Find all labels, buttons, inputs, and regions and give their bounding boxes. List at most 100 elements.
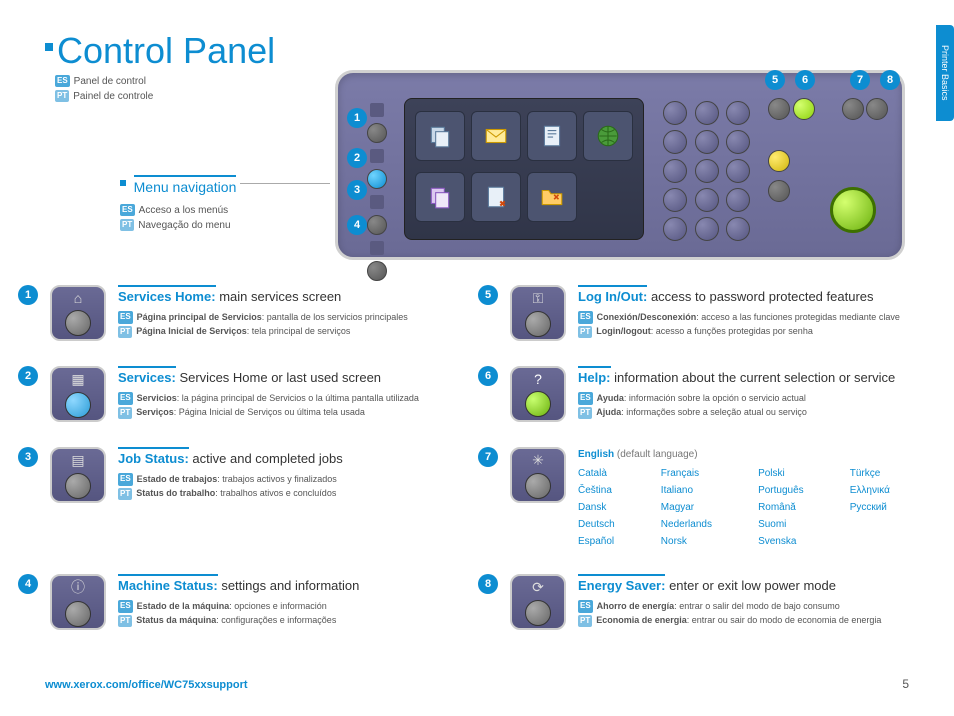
feature-3: 3 ▤ Job Status: active and completed job…	[18, 447, 478, 549]
keypad-key	[695, 159, 719, 183]
trans-es-bold: Estado de trabajos	[137, 474, 218, 484]
feature-translations: ESConexión/Desconexión: acceso a las fun…	[578, 310, 918, 339]
es-tag-icon: ES	[118, 311, 133, 324]
feature-translations: ESAyuda: información sobre la opción o s…	[578, 391, 918, 420]
trans-pt: : configurações e informações	[216, 615, 336, 625]
page-title: Control Panel	[45, 30, 275, 72]
trans-es-bold: Página principal de Servicios	[137, 312, 262, 322]
trans-pt: : entrar ou sair do modo de economia de …	[687, 615, 882, 625]
pt-tag-icon: PT	[578, 326, 592, 339]
trans-pt: : Página Inicial de Serviços ou última t…	[174, 407, 365, 417]
services-icon: ▦	[71, 371, 84, 388]
keypad-key	[695, 217, 719, 241]
keypad-key	[726, 217, 750, 241]
login-button-icon: ⚿	[510, 285, 566, 341]
feature-7: 7 ✳ English (default language) CatalàFra…	[478, 447, 938, 549]
globe-icon: ✳	[532, 452, 544, 469]
lang-item: Español	[578, 534, 643, 549]
keypad-key	[726, 159, 750, 183]
lang-item: Čeština	[578, 483, 643, 498]
keypad-key	[663, 188, 687, 212]
trans-es: : opciones e información	[229, 601, 327, 611]
energysaver-button-icon: ⟳	[510, 574, 566, 630]
lang-note: (default language)	[617, 449, 698, 460]
feature-4: 4 ⓘ Machine Status: settings and informa…	[18, 574, 478, 630]
feature-title: Machine Status: settings and information	[118, 574, 458, 593]
screen-internet-icon	[583, 111, 633, 161]
feature-desc: enter or exit low power mode	[669, 578, 836, 593]
pt-tag-icon: PT	[578, 407, 592, 420]
question-icon: ?	[534, 371, 542, 387]
feature-5: 5 ⚿ Log In/Out: access to password prote…	[478, 285, 938, 341]
trans-es: : trabajos activos y finalizados	[217, 474, 337, 484]
feature-translations: ES Estado de trabajos: trabajos activos y…	[118, 472, 458, 501]
feature-title-hl: Log In/Out:	[578, 285, 647, 304]
services-button-icon: ▦	[50, 366, 106, 422]
feature-desc: information about the current selection …	[614, 370, 895, 385]
panel-icon	[370, 103, 384, 117]
language-button-icon: ✳	[510, 447, 566, 503]
screen-print-icon	[471, 172, 521, 222]
trans-es: : acceso a las funciones protegidas medi…	[696, 312, 900, 322]
subtitle-pt: Painel de controle	[73, 91, 153, 102]
feature-title-hl: Help:	[578, 366, 611, 385]
panel-icon	[370, 241, 384, 255]
panel-touchscreen	[404, 98, 644, 240]
feature-desc: active and completed jobs	[192, 451, 342, 466]
feature-number: 6	[478, 366, 498, 386]
feature-grid: 1 ⌂ Services Home: main services screen …	[18, 285, 938, 630]
keypad-key	[695, 130, 719, 154]
jobstatus-button-icon: ▤	[50, 447, 106, 503]
side-tab: Printer Basics	[936, 25, 954, 121]
lang-item: Suomi	[758, 517, 832, 532]
trans-es: : la página principal de Servicios o la …	[177, 393, 419, 403]
panel-btn	[367, 261, 387, 281]
lang-item: Norsk	[661, 534, 740, 549]
screen-copy-icon	[415, 111, 465, 161]
control-panel-illustration: 1 2 3 4 5 6 7 8	[335, 70, 905, 260]
lang-item: Română	[758, 500, 832, 515]
es-tag-icon: ES	[118, 600, 133, 613]
feature-title-hl: Services Home:	[118, 285, 216, 304]
trans-pt-bold: Página Inicial de Serviços	[136, 326, 247, 336]
callout-8: 8	[880, 70, 900, 90]
trans-es-bold: Ahorro de energía	[597, 601, 675, 611]
docs-icon: ▤	[71, 452, 84, 469]
trans-pt-bold: Login/logout	[596, 326, 650, 336]
panel-right-buttons	[768, 98, 888, 243]
pt-tag-icon: PT	[578, 615, 592, 628]
es-tag-icon: ES	[578, 600, 593, 613]
pt-tag-icon: PT	[118, 488, 132, 501]
callout-2: 2	[347, 148, 367, 168]
feature-1: 1 ⌂ Services Home: main services screen …	[18, 285, 478, 341]
feature-title-hl: Energy Saver:	[578, 574, 665, 593]
lang-item: Deutsch	[578, 517, 643, 532]
feature-translations: ESEstado de la máquina: opciones e infor…	[118, 599, 458, 628]
pt-tag-icon: PT	[118, 407, 132, 420]
keypad-key	[726, 101, 750, 125]
trans-pt-bold: Ajuda	[596, 407, 621, 417]
trans-es: : información sobre la opción o servicio…	[624, 393, 806, 403]
feature-number: 1	[18, 285, 38, 305]
trans-pt: : tela principal de serviços	[247, 326, 351, 336]
feature-translations: ESAhorro de energía: entrar o salir del …	[578, 599, 918, 628]
es-tag-icon: ES	[578, 311, 593, 324]
lang-heading: English	[578, 449, 614, 460]
feature-title: Help: information about the current sele…	[578, 366, 918, 385]
es-tag-icon: ES	[118, 473, 133, 486]
help-btn	[793, 98, 815, 120]
feature-translations: ESServicios: la página principal de Serv…	[118, 391, 458, 420]
page-number: 5	[902, 677, 909, 691]
footer-url: www.xerox.com/office/WC75xxsupport	[45, 679, 248, 691]
feature-translations: ESPágina principal de Servicios: pantall…	[118, 310, 458, 339]
button-circle	[525, 600, 551, 626]
panel-btn	[367, 169, 387, 189]
key-icon: ⚿	[533, 290, 544, 307]
screen-email-icon	[471, 111, 521, 161]
clear-btn	[768, 150, 790, 172]
button-circle	[525, 391, 551, 417]
callout-6: 6	[795, 70, 815, 90]
title-bullet-icon	[45, 43, 53, 51]
button-circle	[65, 310, 91, 336]
login-btn	[768, 98, 790, 120]
